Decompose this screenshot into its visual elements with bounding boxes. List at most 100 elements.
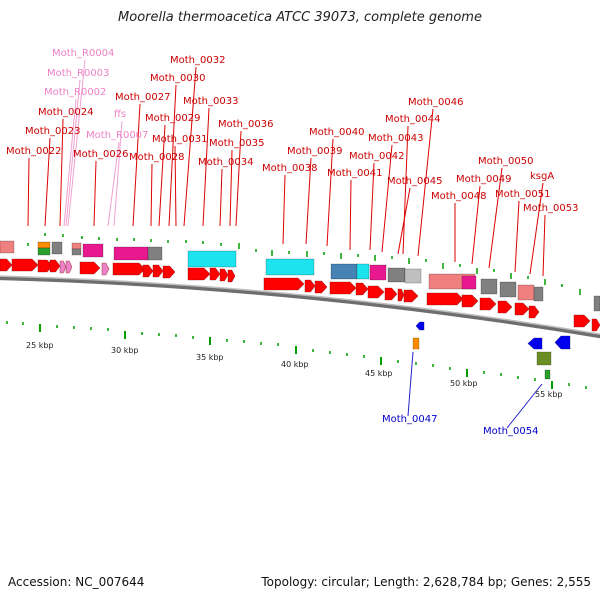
callout-line <box>219 168 223 227</box>
gene-label: Moth_0022 <box>6 146 61 157</box>
callout-line <box>529 182 544 275</box>
gene-arrow <box>573 314 591 328</box>
gene-arrow <box>355 282 369 296</box>
cog-block <box>37 241 51 249</box>
callout-line <box>174 145 177 227</box>
gene-label: Moth_0053 <box>523 203 578 214</box>
cog-block <box>404 268 422 284</box>
cog-block <box>71 242 82 250</box>
gene-arrow <box>101 262 110 276</box>
cog-block <box>533 286 544 302</box>
gene-arrow <box>304 279 316 293</box>
feature-track <box>0 240 600 380</box>
gene-arrow <box>397 288 405 302</box>
callout-line <box>113 120 123 227</box>
genome-summary: Topology: circular; Length: 2,628,784 bp… <box>261 575 591 589</box>
callout-line <box>93 160 97 227</box>
scale-labels: 25 kbp 30 kbp 35 kbp 40 kbp 45 kbp 50 kbp 55 k… <box>26 341 563 399</box>
gene-arrow <box>497 300 513 314</box>
gene-label: Moth_0029 <box>145 113 200 124</box>
gene-arrow <box>263 277 305 291</box>
gene-label: Moth_0024 <box>38 107 93 118</box>
cog-block <box>0 240 15 254</box>
callout-line <box>158 124 166 227</box>
gene-arrow <box>162 265 176 279</box>
gene-arrow <box>152 264 164 278</box>
gene-label: Moth_R0002 <box>44 87 106 98</box>
callout-line <box>402 125 409 255</box>
gene-arrow <box>219 268 229 282</box>
callout-lines <box>27 59 546 429</box>
gene-label: Moth_0039 <box>287 146 342 157</box>
cog-block <box>499 281 517 298</box>
gene-arrow <box>314 280 328 294</box>
callout-line <box>305 157 312 245</box>
cog-block <box>480 278 498 295</box>
callout-line <box>235 130 242 227</box>
cog-block <box>536 351 552 366</box>
callout-line <box>397 187 411 255</box>
scale-label: 50 kbp <box>450 379 478 388</box>
map-title: Moorella thermoacetica ATCC 39073, compl… <box>118 10 482 25</box>
cog-block <box>387 267 406 283</box>
gene-label: Moth_0027 <box>115 92 170 103</box>
callout-line <box>488 167 503 269</box>
gene-label: Moth_R0004 <box>52 48 114 59</box>
gene-label: ksgA <box>530 171 554 182</box>
gene-arrow <box>527 337 543 350</box>
cog-block <box>147 246 163 261</box>
callout-line <box>150 163 153 227</box>
callout-line <box>183 66 197 227</box>
callout-line <box>282 174 286 245</box>
gene-arrow <box>554 335 571 350</box>
gene-label: Moth_0038 <box>262 163 317 174</box>
gene-label: Moth_0036 <box>218 119 273 130</box>
gene-label: Moth_0048 <box>431 191 486 202</box>
callout-line <box>381 144 393 253</box>
callout-line <box>44 137 51 227</box>
callout-line <box>369 162 375 251</box>
callout-line <box>326 138 334 247</box>
backbone-arc <box>0 276 600 339</box>
gene-arrow <box>514 302 530 316</box>
gene-label: Moth_0051 <box>495 189 550 200</box>
gene-arrow <box>11 258 39 272</box>
scale-label: 45 kbp <box>365 369 393 378</box>
gene-arrow <box>415 321 425 331</box>
gene-label: Moth_0047 <box>382 414 437 425</box>
gene-arrow <box>329 281 357 295</box>
gene-label: Moth_0043 <box>368 133 423 144</box>
backbone-highlight <box>0 275 600 335</box>
gene-arrow <box>403 289 419 303</box>
gene-arrow <box>187 267 211 281</box>
gene-arrow <box>59 260 67 274</box>
cog-block <box>517 284 535 301</box>
cog-block <box>461 275 477 290</box>
cog-block <box>369 264 387 281</box>
gene-label: Moth_0028 <box>129 152 184 163</box>
gene-arrow <box>0 258 13 272</box>
gene-label: Moth_0026 <box>73 149 128 160</box>
callout-line <box>27 157 30 227</box>
gene-label: Moth_0042 <box>349 151 404 162</box>
callout-line <box>132 103 141 227</box>
callout-line <box>65 79 81 227</box>
callout-line <box>67 59 86 227</box>
gene-label: Moth_0044 <box>385 114 440 125</box>
gene-arrow <box>479 297 497 311</box>
backbone <box>0 275 600 339</box>
gene-label: Moth_0049 <box>456 174 511 185</box>
gene-arrow <box>384 287 398 301</box>
accession-text: Accession: NC_007644 <box>8 575 145 589</box>
gene-label: Moth_0045 <box>387 176 442 187</box>
gene-label: Moth_0046 <box>408 97 463 108</box>
gene-label: Moth_0033 <box>183 96 238 107</box>
scale-label: 35 kbp <box>196 353 224 362</box>
callout-line <box>202 107 210 227</box>
gene-label: Moth_0034 <box>198 157 253 168</box>
cog-block <box>187 250 237 268</box>
callout-line <box>506 383 543 429</box>
cog-block <box>544 369 551 380</box>
gene-arrow <box>461 294 479 308</box>
